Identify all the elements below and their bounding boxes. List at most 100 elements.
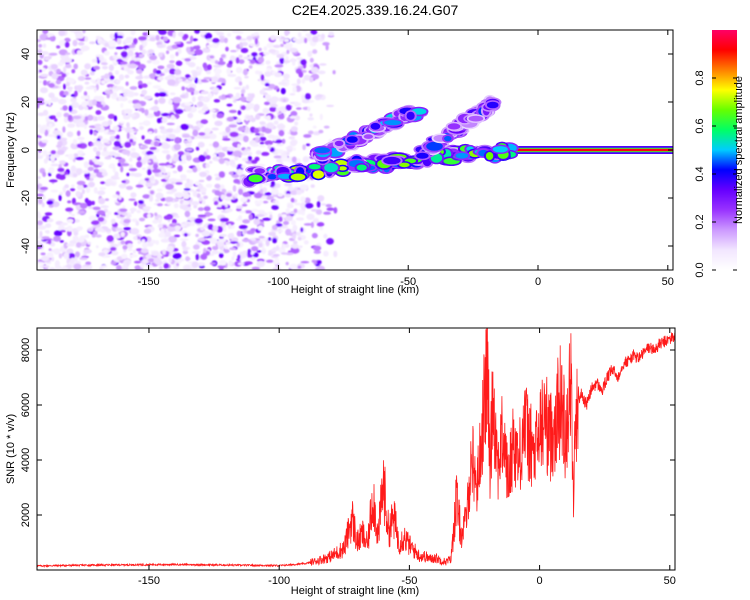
noise-blob: [132, 112, 140, 119]
noise-blob: [123, 227, 132, 231]
noise-blob: [225, 126, 231, 133]
noise-blob: [203, 206, 211, 212]
noise-blob: [222, 226, 227, 232]
noise-blob: [98, 162, 103, 166]
noise-blob: [236, 242, 240, 247]
noise-blob: [205, 148, 209, 154]
noise-blob: [193, 244, 200, 250]
noise-blob: [166, 63, 175, 69]
noise-blob: [237, 126, 246, 132]
noise-blob: [142, 194, 151, 199]
noise-blob: [299, 245, 303, 248]
noise-blob: [303, 134, 312, 138]
carrier-core: [512, 148, 673, 152]
noise-blob: [306, 213, 315, 220]
colorbar-tick-label: 0.2: [694, 214, 706, 229]
noise-blob: [251, 246, 259, 252]
snr-ytick-label: 8000: [20, 338, 32, 362]
noise-blob: [58, 39, 67, 47]
noise-blob: [152, 168, 162, 173]
noise-blob: [309, 76, 314, 83]
noise-blob: [252, 252, 259, 258]
noise-blob: [271, 248, 277, 253]
noise-blob: [69, 240, 77, 245]
noise-blob: [291, 58, 295, 61]
noise-blob: [192, 71, 198, 78]
noise-blob: [218, 171, 226, 178]
noise-blob: [85, 261, 92, 266]
noise-blob: [59, 191, 63, 196]
noise-blob: [259, 188, 264, 194]
noise-blob: [45, 37, 54, 40]
noise-blob: [174, 215, 180, 219]
noise-blob: [291, 83, 299, 86]
spectrogram-xtick-label: 0: [535, 276, 541, 288]
noise-blob: [216, 31, 225, 36]
noise-blob: [301, 94, 306, 101]
noise-blob: [258, 47, 262, 52]
noise-blob: [57, 167, 65, 173]
noise-blob: [100, 181, 106, 185]
noise-blob: [42, 265, 50, 268]
noise-blob: [191, 261, 199, 269]
noise-blob: [86, 200, 92, 207]
track-blob: [406, 111, 415, 120]
noise-blob: [62, 105, 68, 111]
noise-blob: [63, 112, 70, 118]
noise-blob: [194, 49, 203, 56]
noise-blob: [289, 47, 298, 53]
noise-blob: [262, 107, 270, 114]
noise-blob: [285, 208, 290, 214]
noise-blob: [72, 138, 78, 145]
noise-blob: [251, 208, 259, 212]
noise-blob: [241, 41, 248, 47]
noise-blob: [197, 141, 205, 148]
noise-blob: [200, 119, 208, 125]
noise-blob: [211, 127, 219, 131]
noise-blob: [293, 208, 298, 213]
noise-blob: [139, 44, 143, 51]
noise-blob: [48, 123, 53, 129]
noise-blob: [204, 127, 211, 134]
noise-blob: [70, 213, 76, 217]
noise-blob: [141, 242, 149, 249]
noise-blob: [59, 90, 65, 97]
noise-blob: [149, 146, 157, 151]
noise-blob: [307, 50, 313, 58]
noise-blob: [160, 238, 170, 243]
noise-blob: [250, 238, 257, 241]
noise-blob: [200, 90, 209, 95]
noise-blob: [95, 110, 102, 115]
noise-blob: [235, 77, 239, 83]
noise-blob: [259, 183, 263, 190]
noise-blob: [187, 112, 194, 119]
noise-blob: [152, 163, 159, 170]
noise-blob: [163, 174, 169, 178]
noise-blob: [318, 129, 324, 134]
noise-blob: [229, 241, 239, 244]
noise-blob: [213, 99, 221, 103]
noise-blob: [332, 70, 336, 75]
noise-blob: [278, 81, 288, 86]
noise-blob: [285, 228, 292, 236]
noise-blob: [50, 242, 56, 247]
noise-blob: [207, 223, 214, 230]
noise-blob: [142, 40, 148, 47]
noise-blob: [235, 218, 243, 221]
noise-blob: [142, 48, 146, 55]
noise-speckle: [37, 30, 338, 270]
noise-blob: [134, 52, 140, 58]
noise-blob: [83, 161, 89, 169]
noise-blob: [232, 185, 237, 192]
noise-blob: [224, 245, 229, 251]
noise-blob: [107, 131, 116, 135]
noise-blob: [323, 250, 329, 257]
noise-blob: [202, 62, 208, 69]
noise-blob: [226, 192, 232, 197]
noise-blob: [53, 248, 61, 255]
noise-blob: [81, 189, 85, 195]
noise-blob: [294, 121, 299, 126]
noise-blob: [279, 57, 285, 65]
noise-blob: [38, 149, 42, 153]
noise-blob: [129, 172, 136, 177]
